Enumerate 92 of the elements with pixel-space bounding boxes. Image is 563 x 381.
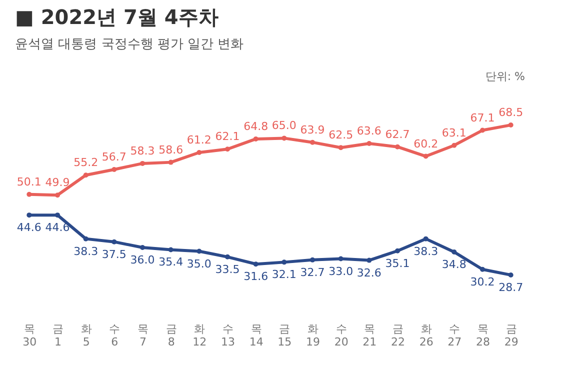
x-tick-label: 금 15: [278, 322, 292, 348]
point: [83, 236, 88, 242]
data-label: 61.2: [186, 134, 212, 147]
point: [168, 160, 174, 165]
point: [310, 140, 315, 145]
x-tick-label: 수 27: [448, 322, 462, 348]
data-label: 64.8: [244, 120, 268, 133]
data-label: 67.1: [470, 111, 495, 124]
data-label: 63.6: [356, 124, 382, 138]
point: [508, 122, 514, 128]
data-label: 62.5: [328, 128, 354, 142]
data-label: 58.6: [158, 143, 184, 156]
data-label: 49.9: [45, 176, 70, 190]
data-label: 44.6: [16, 221, 42, 234]
data-label: 30.2: [470, 275, 495, 288]
point: [480, 266, 485, 272]
data-label: 38.3: [74, 244, 98, 258]
x-tick-label: 금 29: [504, 322, 518, 348]
data-label: 56.7: [102, 150, 126, 164]
x-tick-label: 금 1: [52, 322, 64, 348]
point: [225, 146, 230, 152]
data-label: 34.8: [442, 258, 466, 272]
data-label: 63.9: [300, 123, 325, 136]
data-label: 37.5: [102, 248, 126, 261]
point: [423, 154, 428, 159]
point: [366, 140, 372, 146]
x-tick-label: 화 5: [80, 322, 92, 348]
point: [282, 136, 287, 141]
point: [310, 257, 315, 262]
data-label: 62.1: [215, 130, 240, 144]
data-label: 50.1: [16, 175, 42, 188]
point: [83, 172, 88, 178]
data-label: 35.1: [385, 256, 410, 270]
data-label: 38.3: [414, 244, 438, 258]
data-label: 32.1: [272, 268, 296, 282]
data-label: 33.5: [215, 262, 240, 276]
x-tick-label: 목 14: [249, 322, 264, 348]
x-tick-label: 수 20: [334, 322, 348, 348]
x-tick-label: 목 30: [22, 322, 37, 348]
x-tick-label: 목 21: [362, 322, 377, 348]
data-label: 58.3: [130, 144, 155, 158]
point: [253, 262, 258, 267]
data-label: 62.7: [385, 128, 410, 141]
data-label: 36.0: [130, 253, 155, 266]
point: [196, 248, 202, 254]
x-tick-label: 수 13: [221, 322, 235, 348]
x-tick-label: 금 8: [166, 322, 177, 348]
point: [508, 272, 514, 278]
x-tick-label: 수 6: [109, 322, 120, 348]
point: [140, 244, 145, 250]
x-tick-label: 목 7: [138, 322, 148, 348]
data-label: 68.5: [498, 106, 524, 119]
x-tick-label: 화 19: [306, 322, 320, 348]
point: [168, 247, 174, 252]
data-label: 35.0: [186, 257, 212, 270]
data-label: 65.0: [272, 119, 296, 132]
point: [452, 142, 457, 148]
data-label: 32.7: [300, 266, 325, 279]
x-tick-label: 금 22: [391, 322, 405, 348]
data-label: 35.4: [158, 256, 184, 269]
data-label: 55.2: [74, 156, 98, 170]
chart-subtitle: 윤석열 대통령 국정수행 평가 일간 변화: [15, 37, 244, 52]
point: [480, 128, 485, 133]
point: [366, 258, 372, 263]
point: [395, 248, 400, 254]
point: [26, 192, 32, 197]
point: [452, 250, 457, 255]
chart-title: ■ 2022년 7월 4주차: [15, 5, 218, 29]
data-label: 28.7: [498, 281, 524, 294]
point: [140, 160, 145, 166]
x-tick-label: 목 28: [476, 322, 490, 348]
data-label: 33.0: [328, 264, 354, 278]
point: [55, 212, 60, 218]
data-label: 63.1: [442, 126, 466, 140]
point: [112, 239, 117, 244]
point: [196, 150, 202, 156]
text: 단위: %: [485, 70, 525, 83]
point: [225, 254, 230, 260]
x-tick-label: 화 26: [419, 322, 434, 348]
point: [338, 256, 344, 262]
point: [282, 260, 287, 265]
point: [55, 192, 60, 198]
point: [395, 144, 400, 150]
point: [26, 212, 32, 218]
data-label: 32.6: [356, 266, 382, 280]
point: [253, 136, 258, 142]
point: [338, 145, 344, 150]
data-label: 31.6: [244, 270, 268, 284]
x-tick-label: 화 12: [192, 322, 207, 348]
point: [112, 166, 117, 172]
point: [423, 236, 428, 242]
data-label: 60.2: [414, 137, 438, 150]
